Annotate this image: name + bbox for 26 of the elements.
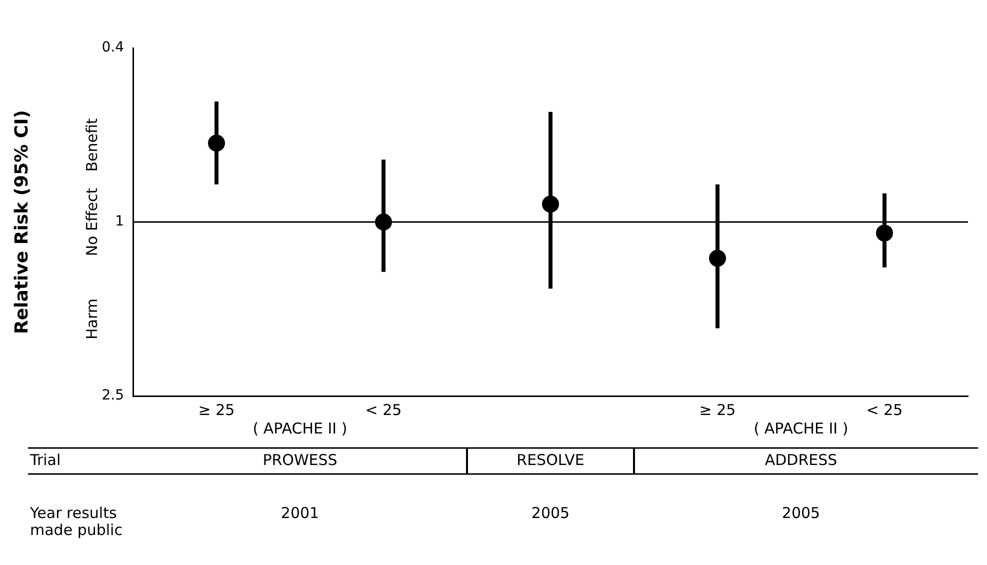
point [375, 214, 392, 230]
x-tick-label: ≥ 25 [699, 400, 736, 419]
y-tick-label: 0.4 [102, 40, 124, 56]
text: No Effect [82, 188, 101, 256]
x-tick-label: ≥ 25 [198, 400, 235, 419]
text: RESOLVE [516, 450, 584, 469]
text: ADDRESS [764, 450, 838, 469]
text: 2005 [782, 504, 820, 522]
point [542, 196, 559, 213]
point [208, 134, 225, 152]
y-tick-label: 1 [115, 214, 124, 230]
y-axis-title: Relative Risk (95% CI) [11, 110, 32, 334]
text: Trial [29, 450, 61, 469]
x-tick-label: < 25 [866, 400, 903, 419]
text: ( APACHE II ) [754, 419, 848, 438]
text: ( APACHE II ) [252, 419, 348, 438]
x-tick-label: < 25 [365, 400, 402, 419]
text: Harm [82, 298, 101, 340]
point [709, 250, 726, 267]
text: Benefit [82, 118, 101, 172]
y-tick-label: 2.5 [102, 388, 124, 404]
point [876, 224, 893, 242]
text: Year results made public [29, 504, 122, 539]
text: PROWESS [262, 450, 338, 469]
text: 2001 [280, 504, 320, 522]
text: 2005 [531, 504, 570, 522]
